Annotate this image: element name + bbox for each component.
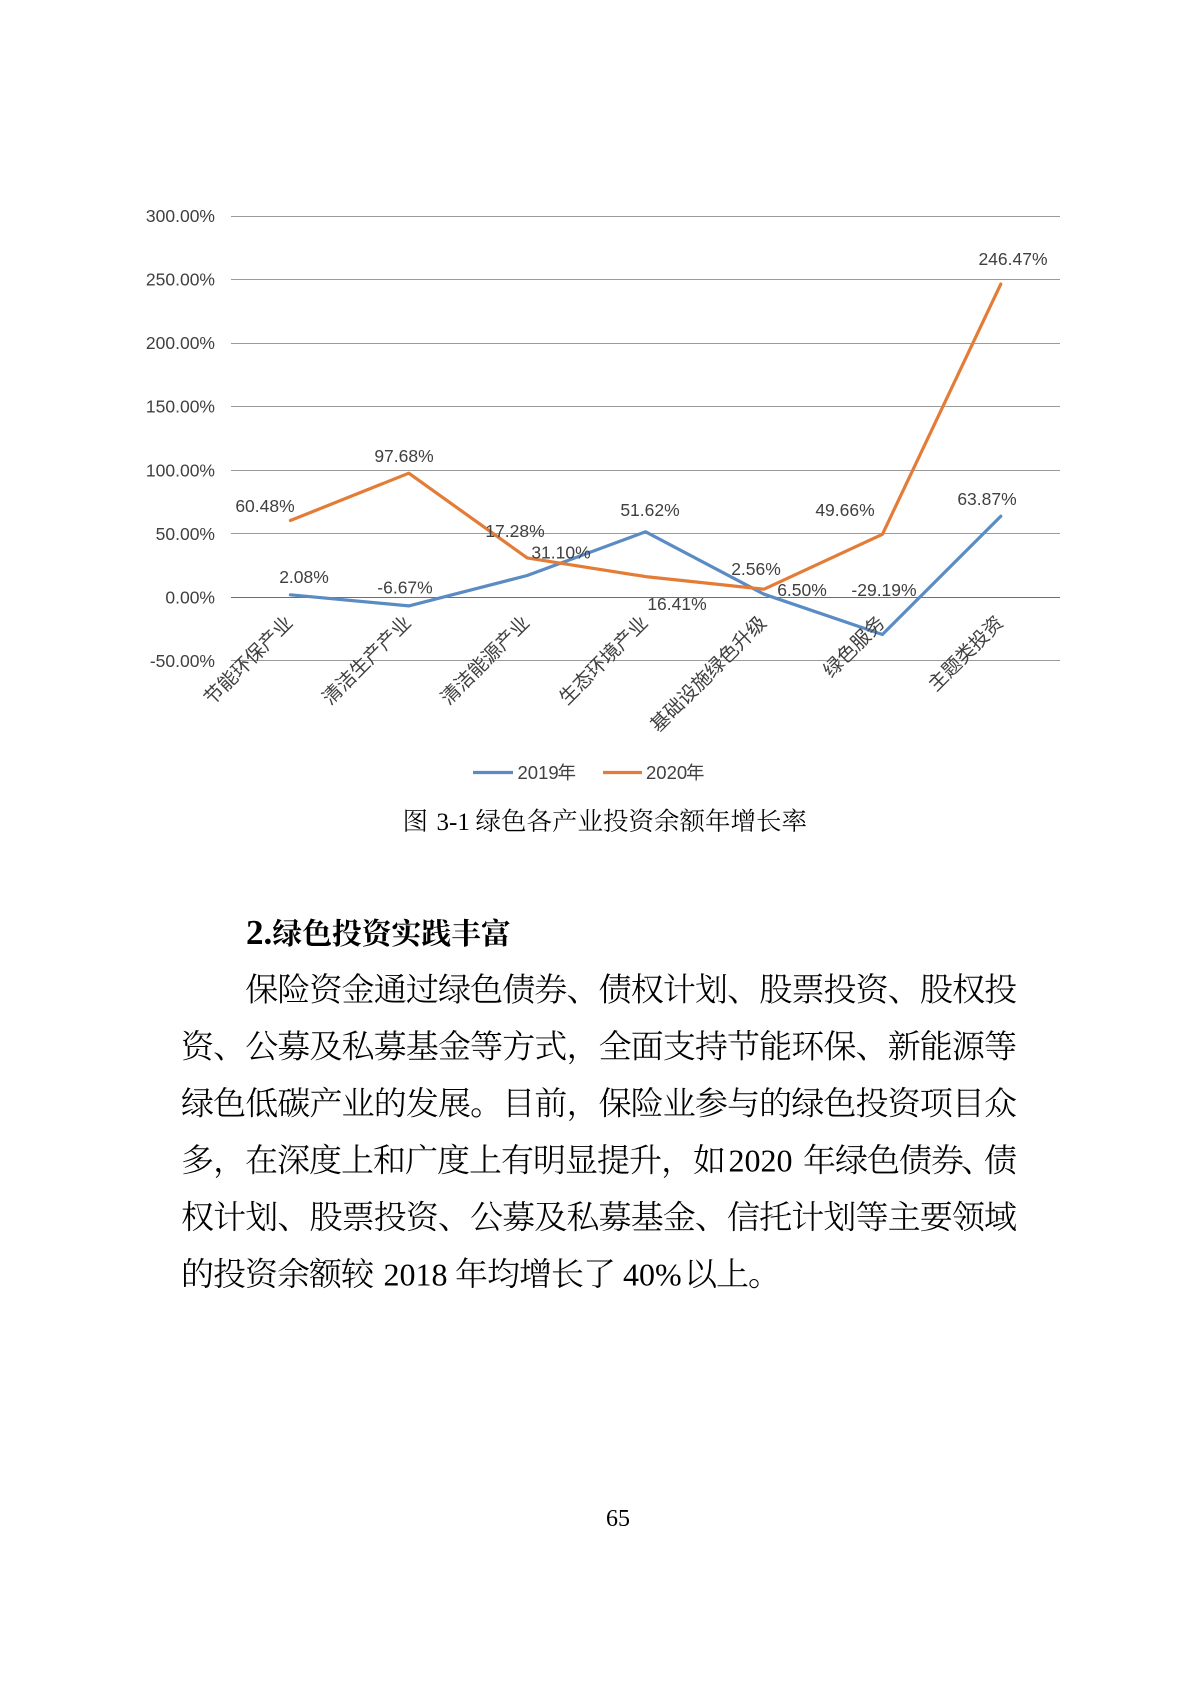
svg-text:17.28%: 17.28%: [485, 521, 544, 541]
svg-text:2020: 2020: [729, 1143, 793, 1179]
svg-text:-6.67%: -6.67%: [377, 578, 432, 598]
svg-text:-50.00%: -50.00%: [150, 651, 215, 671]
svg-text:16.41%: 16.41%: [647, 594, 706, 614]
svg-text:40%: 40%: [623, 1257, 682, 1293]
svg-text:3-1: 3-1: [437, 809, 470, 836]
svg-text:200.00%: 200.00%: [146, 333, 215, 353]
svg-text:2020: 2020: [646, 762, 687, 783]
svg-text:150.00%: 150.00%: [146, 397, 215, 417]
svg-text:97.68%: 97.68%: [374, 446, 433, 466]
svg-text:2019: 2019: [518, 762, 559, 783]
svg-text:100.00%: 100.00%: [146, 460, 215, 480]
svg-text:65: 65: [606, 1506, 630, 1532]
svg-text:63.87%: 63.87%: [957, 489, 1016, 509]
svg-text:246.47%: 246.47%: [978, 249, 1047, 269]
svg-text:51.62%: 51.62%: [620, 500, 679, 520]
svg-text:0.00%: 0.00%: [165, 587, 215, 607]
svg-text:250.00%: 250.00%: [146, 270, 215, 290]
svg-text:31.10%: 31.10%: [531, 543, 590, 563]
svg-text:300.00%: 300.00%: [146, 206, 215, 226]
svg-text:60.48%: 60.48%: [235, 496, 294, 516]
svg-text:2.: 2.: [246, 913, 272, 952]
svg-text:-29.19%: -29.19%: [851, 580, 916, 600]
svg-text:2018: 2018: [384, 1257, 448, 1293]
svg-text:2.56%: 2.56%: [731, 559, 781, 579]
svg-text:6.50%: 6.50%: [777, 580, 827, 600]
svg-text:49.66%: 49.66%: [815, 500, 874, 520]
svg-text:2.08%: 2.08%: [279, 567, 329, 587]
svg-text:50.00%: 50.00%: [156, 524, 215, 544]
